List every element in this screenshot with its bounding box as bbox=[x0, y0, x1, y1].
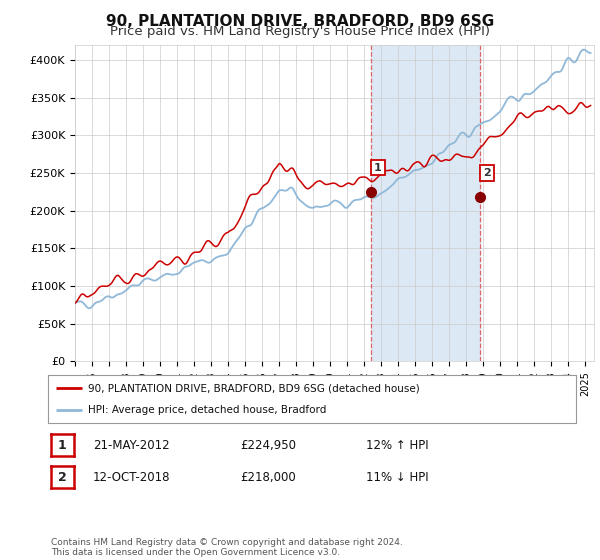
Text: £224,950: £224,950 bbox=[240, 438, 296, 452]
Bar bbox=[371, 45, 479, 361]
Text: 1: 1 bbox=[374, 162, 382, 172]
Text: 12-OCT-2018: 12-OCT-2018 bbox=[93, 470, 170, 484]
Text: 90, PLANTATION DRIVE, BRADFORD, BD9 6SG: 90, PLANTATION DRIVE, BRADFORD, BD9 6SG bbox=[106, 14, 494, 29]
Text: 90, PLANTATION DRIVE, BRADFORD, BD9 6SG (detached house): 90, PLANTATION DRIVE, BRADFORD, BD9 6SG … bbox=[88, 383, 419, 393]
Text: 2: 2 bbox=[483, 168, 491, 178]
Text: 1: 1 bbox=[58, 438, 67, 452]
Text: £218,000: £218,000 bbox=[240, 470, 296, 484]
Text: Contains HM Land Registry data © Crown copyright and database right 2024.
This d: Contains HM Land Registry data © Crown c… bbox=[51, 538, 403, 557]
Text: HPI: Average price, detached house, Bradford: HPI: Average price, detached house, Brad… bbox=[88, 405, 326, 415]
Text: 21-MAY-2012: 21-MAY-2012 bbox=[93, 438, 170, 452]
Text: Price paid vs. HM Land Registry's House Price Index (HPI): Price paid vs. HM Land Registry's House … bbox=[110, 25, 490, 38]
Text: 11% ↓ HPI: 11% ↓ HPI bbox=[366, 470, 428, 484]
Text: 2: 2 bbox=[58, 470, 67, 484]
Text: 12% ↑ HPI: 12% ↑ HPI bbox=[366, 438, 428, 452]
